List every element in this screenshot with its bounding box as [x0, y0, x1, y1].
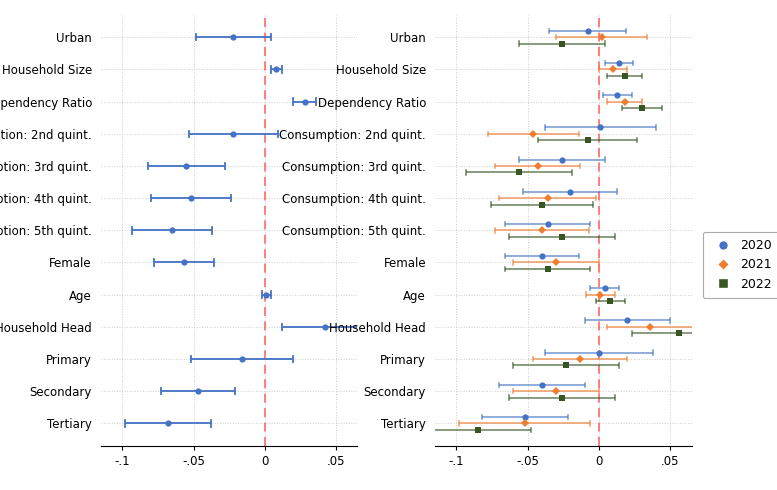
Legend: 2020, 2021, 2022: 2020, 2021, 2022: [703, 232, 777, 298]
